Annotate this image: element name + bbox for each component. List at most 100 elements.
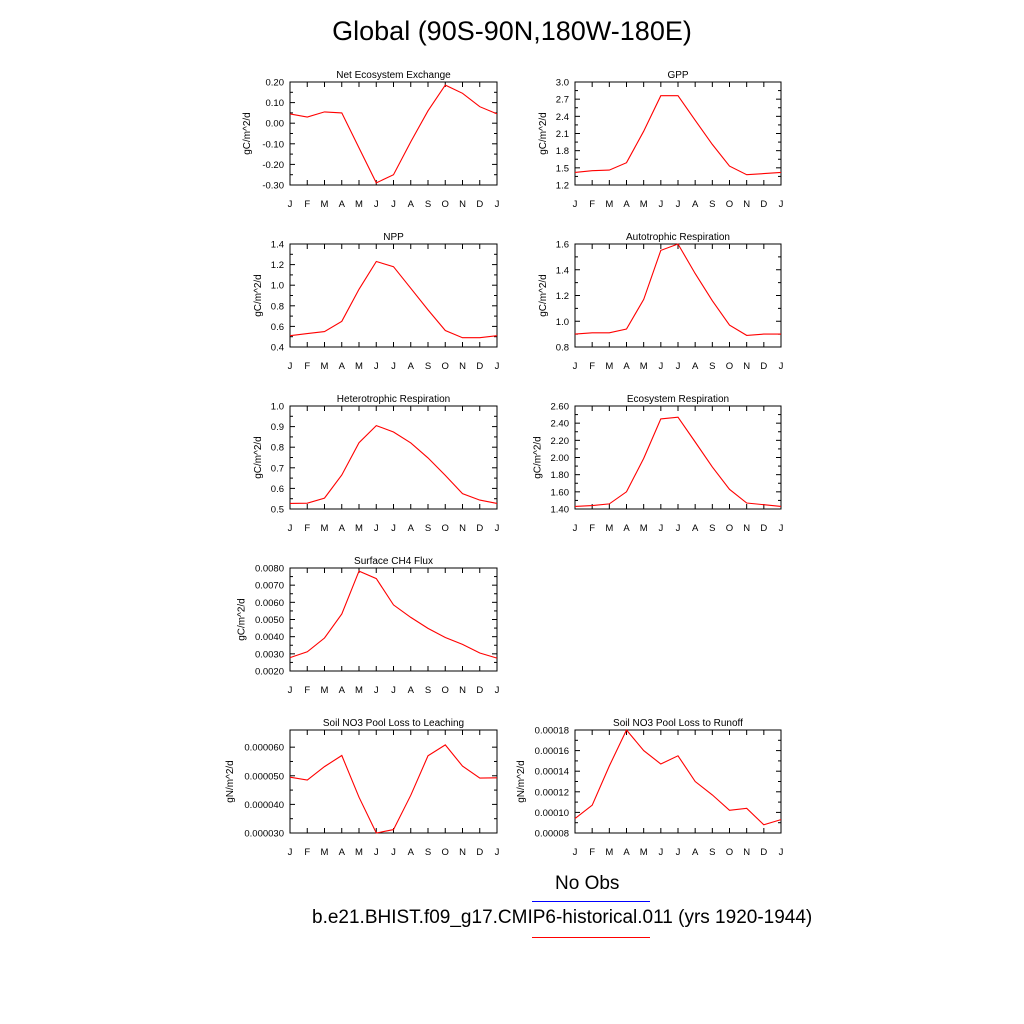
y-tick-label: 2.00 (551, 453, 570, 464)
y-tick-label: 2.4 (556, 112, 569, 123)
x-tick-label: J (676, 361, 681, 372)
series-line (289, 744, 498, 834)
x-tick-label: A (623, 847, 630, 858)
legend-obs-line (532, 901, 650, 902)
x-tick-label: F (304, 685, 310, 696)
plot-frame (574, 729, 782, 834)
y-tick-label: 0.00014 (535, 767, 569, 778)
x-tick-label: O (726, 199, 733, 210)
x-tick-label: J (676, 199, 681, 210)
y-tick-label: 0.10 (266, 98, 285, 109)
x-tick-label: J (288, 847, 293, 858)
x-tick-label: J (495, 523, 500, 534)
x-tick-label: M (640, 361, 648, 372)
x-tick-label: A (339, 847, 346, 858)
y-tick-label: 0.00012 (535, 787, 569, 798)
panel-title: Surface CH4 Flux (354, 556, 433, 567)
x-tick-label: N (459, 361, 466, 372)
x-tick-label: A (339, 523, 346, 534)
x-tick-label: M (640, 523, 648, 534)
panel-title: Heterotrophic Respiration (337, 394, 450, 405)
y-tick-label: 0.20 (266, 78, 285, 89)
plot-frame (574, 81, 782, 186)
x-tick-label: S (425, 847, 431, 858)
y-tick-label: 2.60 (551, 402, 570, 413)
x-tick-label: F (304, 361, 310, 372)
x-tick-label: F (589, 523, 595, 534)
x-tick-label: A (692, 523, 699, 534)
x-tick-label: N (459, 847, 466, 858)
x-tick-label: F (589, 199, 595, 210)
x-tick-label: J (573, 361, 578, 372)
panel-title: GPP (667, 70, 688, 81)
y-tick-label: -0.10 (262, 139, 284, 150)
y-axis-label: gN/m^2/d (225, 760, 236, 803)
x-tick-label: A (692, 199, 699, 210)
x-tick-label: S (425, 199, 431, 210)
x-tick-label: D (476, 847, 483, 858)
x-tick-label: J (779, 847, 784, 858)
y-tick-label: 1.4 (556, 265, 569, 276)
x-tick-label: O (726, 523, 733, 534)
x-tick-label: D (476, 685, 483, 696)
y-tick-label: 2.7 (556, 95, 569, 106)
x-tick-label: J (676, 847, 681, 858)
y-axis-label: gC/m^2/d (538, 112, 549, 155)
x-tick-label: M (605, 847, 613, 858)
y-tick-label: 0.9 (271, 422, 284, 433)
x-tick-label: F (589, 847, 595, 858)
y-tick-label: 0.8 (271, 443, 284, 454)
series-line (574, 95, 782, 176)
y-tick-label: 1.5 (556, 163, 569, 174)
x-tick-label: J (391, 847, 396, 858)
y-tick-label: 2.20 (551, 436, 570, 447)
x-tick-label: O (442, 199, 449, 210)
panel-title: Net Ecosystem Exchange (336, 70, 451, 81)
x-tick-label: S (709, 199, 715, 210)
x-tick-label: M (321, 523, 329, 534)
y-tick-label: 0.00018 (535, 726, 569, 737)
series-line (289, 424, 498, 504)
y-axis-label: gC/m^2/d (242, 112, 253, 155)
y-tick-label: 0.7 (271, 463, 284, 474)
x-tick-label: M (321, 847, 329, 858)
y-tick-label: 0.8 (556, 343, 569, 354)
y-tick-label: 1.0 (556, 317, 569, 328)
x-tick-label: S (425, 361, 431, 372)
x-tick-label: N (743, 361, 750, 372)
x-tick-label: J (658, 361, 663, 372)
y-tick-label: 0.00016 (535, 746, 569, 757)
series-line (574, 728, 782, 826)
x-tick-label: F (589, 361, 595, 372)
plot-frame (574, 405, 782, 510)
x-tick-label: J (779, 523, 784, 534)
y-tick-label: 1.8 (556, 146, 569, 157)
x-tick-label: N (743, 523, 750, 534)
y-tick-label: 1.0 (271, 402, 284, 413)
x-tick-label: D (760, 199, 767, 210)
legend-model-label: b.e21.BHIST.f09_g17.CMIP6-historical.011… (312, 907, 813, 928)
y-tick-label: 1.2 (556, 291, 569, 302)
x-tick-label: N (459, 523, 466, 534)
x-tick-label: D (476, 523, 483, 534)
y-tick-label: 2.1 (556, 129, 569, 140)
x-tick-label: A (408, 523, 415, 534)
x-tick-label: J (391, 523, 396, 534)
x-tick-label: A (339, 685, 346, 696)
x-tick-label: J (495, 685, 500, 696)
x-tick-label: D (760, 361, 767, 372)
x-tick-label: M (321, 361, 329, 372)
x-tick-label: O (442, 523, 449, 534)
y-tick-label: 1.80 (551, 470, 570, 481)
x-tick-label: M (605, 361, 613, 372)
y-tick-label: 2.40 (551, 419, 570, 430)
y-axis-label: gC/m^2/d (253, 436, 264, 479)
x-tick-label: J (391, 685, 396, 696)
y-tick-label: 0.6 (271, 484, 284, 495)
series-line (289, 84, 498, 184)
x-tick-label: F (304, 847, 310, 858)
x-tick-label: S (709, 523, 715, 534)
